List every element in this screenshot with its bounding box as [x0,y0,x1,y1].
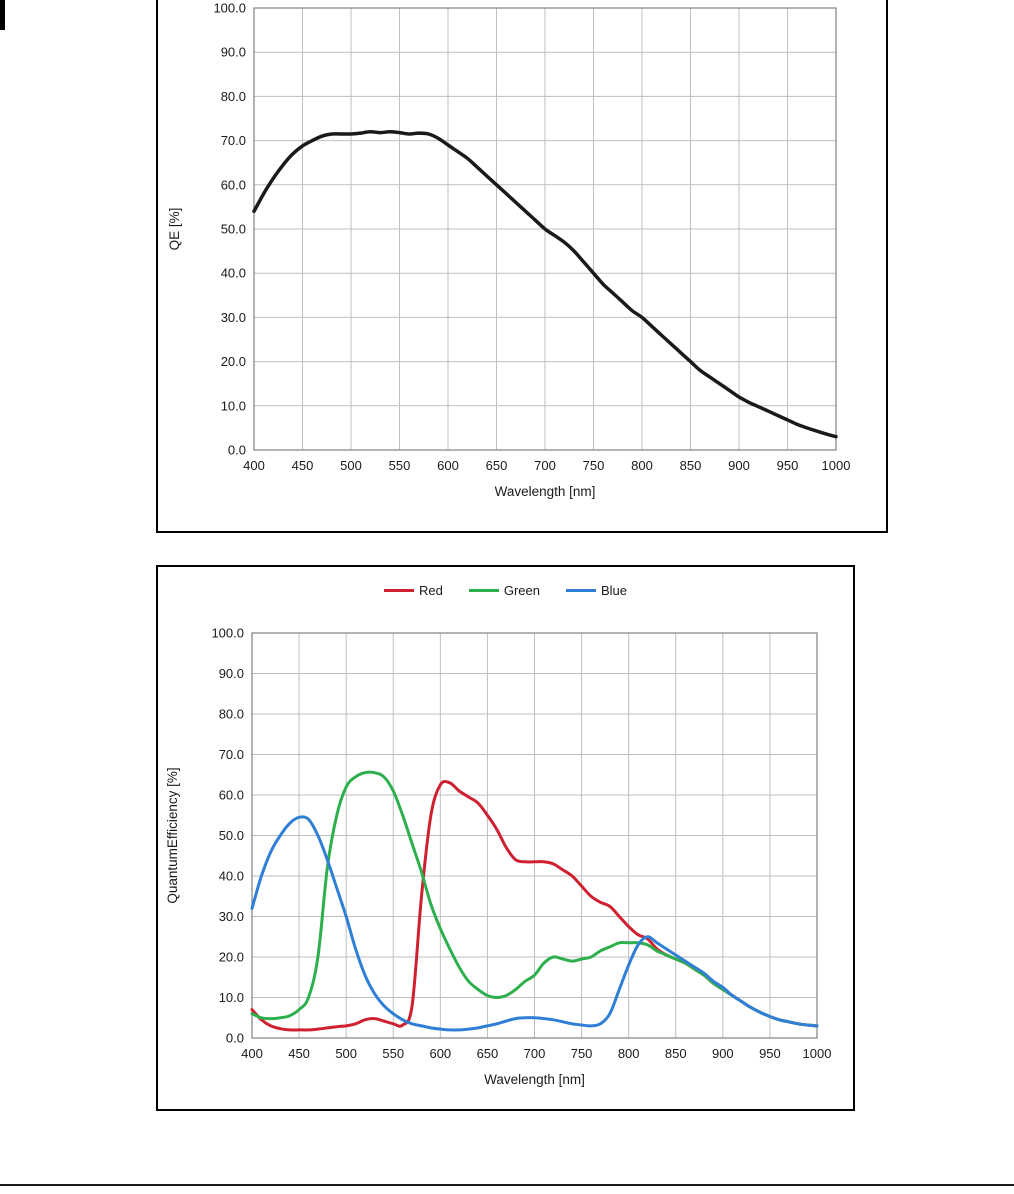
x-tick-label: 850 [665,1046,687,1061]
y-tick-label: 70.0 [221,133,246,148]
x-tick-label: 650 [477,1046,499,1061]
x-tick-label: 550 [389,458,411,473]
x-tick-label: 450 [292,458,314,473]
x-axis-label: Wavelength [nm] [495,484,596,499]
x-tick-label: 750 [583,458,605,473]
mono-qe-chart: 0.0 10.0 20.0 30.0 40.0 50.0 60.0 70.0 80.0 90.0 1… [167,1,851,500]
plot-border [251,632,818,1039]
x-tick-label: 950 [759,1046,781,1061]
y-tick-label: 90.0 [221,45,246,60]
y-tick-label: 80.0 [219,707,244,722]
plot-border [253,7,837,451]
y-tick-label: 0.0 [228,443,246,458]
y-tick-label: 20.0 [221,354,246,369]
x-tick-label: 850 [680,458,702,473]
legend-item-blue: Blue [565,583,628,598]
y-tick-label: 10.0 [221,398,246,413]
x-tick-label: 800 [618,1046,640,1061]
rgb-qe-chart-panel: Red Green Blue 0.0 10.0 20.0 30.0 40.0 50.0 60.0… [156,565,855,1111]
x-tick-label: 400 [241,1046,263,1061]
y-tick-label: 10.0 [219,990,244,1005]
x-axis-label: Wavelength [nm] [484,1072,585,1087]
y-tick-label: 80.0 [221,89,246,104]
rgb-legend: Red Green Blue [158,583,853,598]
x-tick-label: 500 [340,458,362,473]
legend-swatch-green [468,589,499,592]
y-tick-label: 40.0 [221,266,246,281]
x-tick-label: 600 [429,1046,451,1061]
legend-item-red: Red [383,583,443,598]
x-tick-label: 950 [777,458,799,473]
series-line-blue [250,815,819,1032]
series-line-qe [252,130,838,439]
x-tick-label: 600 [437,458,459,473]
y-tick-label: 30.0 [221,310,246,325]
y-tick-label: 20.0 [219,950,244,965]
x-tick-label: 700 [524,1046,546,1061]
page-footer-rule [0,1184,1014,1186]
x-tick-label: 700 [534,458,556,473]
y-tick-label: 100.0 [213,1,246,16]
mono-qe-chart-panel: 0.0 10.0 20.0 30.0 40.0 50.0 60.0 70.0 80.0 90.0 1… [156,0,888,533]
x-tick-label: 550 [382,1046,404,1061]
y-tick-label: 50.0 [219,828,244,843]
y-tick-label: 50.0 [221,222,246,237]
x-tick-label: 1000 [803,1046,832,1061]
legend-label-red: Red [418,583,443,598]
y-tick-label: 60.0 [219,788,244,803]
legend-item-green: Green [468,583,540,598]
x-tick-label: 650 [486,458,508,473]
legend-swatch-red [383,589,414,592]
series-line-green [250,770,819,1028]
y-tick-label: 60.0 [221,177,246,192]
y-axis-label: QuantumEfficiency [%] [165,767,180,903]
legend-label-blue: Blue [600,583,628,598]
y-tick-label: 0.0 [226,1031,244,1046]
x-tick-label: 1000 [822,458,851,473]
x-tick-label: 800 [631,458,653,473]
x-tick-label: 500 [335,1046,357,1061]
legend-swatch-blue [565,589,596,592]
y-axis-label: QE [%] [167,208,182,251]
x-tick-label: 400 [243,458,265,473]
y-tick-label: 30.0 [219,909,244,924]
page-edge-mark [0,0,5,30]
y-tick-label: 90.0 [219,666,244,681]
x-tick-label: 900 [728,458,750,473]
legend-label-green: Green [503,583,540,598]
rgb-qe-chart: 0.0 10.0 20.0 30.0 40.0 50.0 60.0 70.0 80.0 90.0 1… [165,626,832,1088]
y-tick-label: 100.0 [211,626,244,641]
y-tick-label: 40.0 [219,869,244,884]
x-tick-label: 900 [712,1046,734,1061]
x-tick-label: 450 [288,1046,310,1061]
y-tick-label: 70.0 [219,747,244,762]
x-tick-label: 750 [571,1046,593,1061]
